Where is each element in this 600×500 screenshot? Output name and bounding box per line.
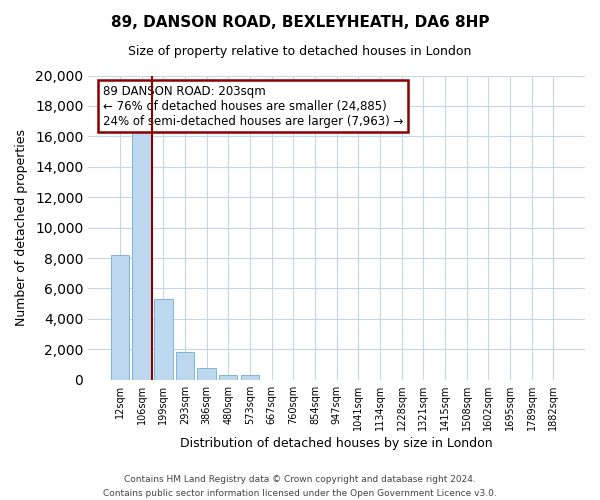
Bar	[219, 376, 238, 380]
Text: 89 DANSON ROAD: 203sqm
← 76% of detached houses are smaller (24,885)
24% of semi: 89 DANSON ROAD: 203sqm ← 76% of detached…	[103, 84, 403, 128]
Bar	[241, 376, 259, 380]
Bar	[176, 352, 194, 380]
Bar	[154, 299, 173, 380]
Bar	[197, 368, 216, 380]
Text: 89, DANSON ROAD, BEXLEYHEATH, DA6 8HP: 89, DANSON ROAD, BEXLEYHEATH, DA6 8HP	[111, 15, 489, 30]
Text: Size of property relative to detached houses in London: Size of property relative to detached ho…	[128, 45, 472, 58]
Y-axis label: Number of detached properties: Number of detached properties	[15, 129, 28, 326]
Text: Contains HM Land Registry data © Crown copyright and database right 2024.
Contai: Contains HM Land Registry data © Crown c…	[103, 476, 497, 498]
Bar	[133, 127, 151, 380]
Bar	[111, 255, 129, 380]
X-axis label: Distribution of detached houses by size in London: Distribution of detached houses by size …	[180, 437, 493, 450]
